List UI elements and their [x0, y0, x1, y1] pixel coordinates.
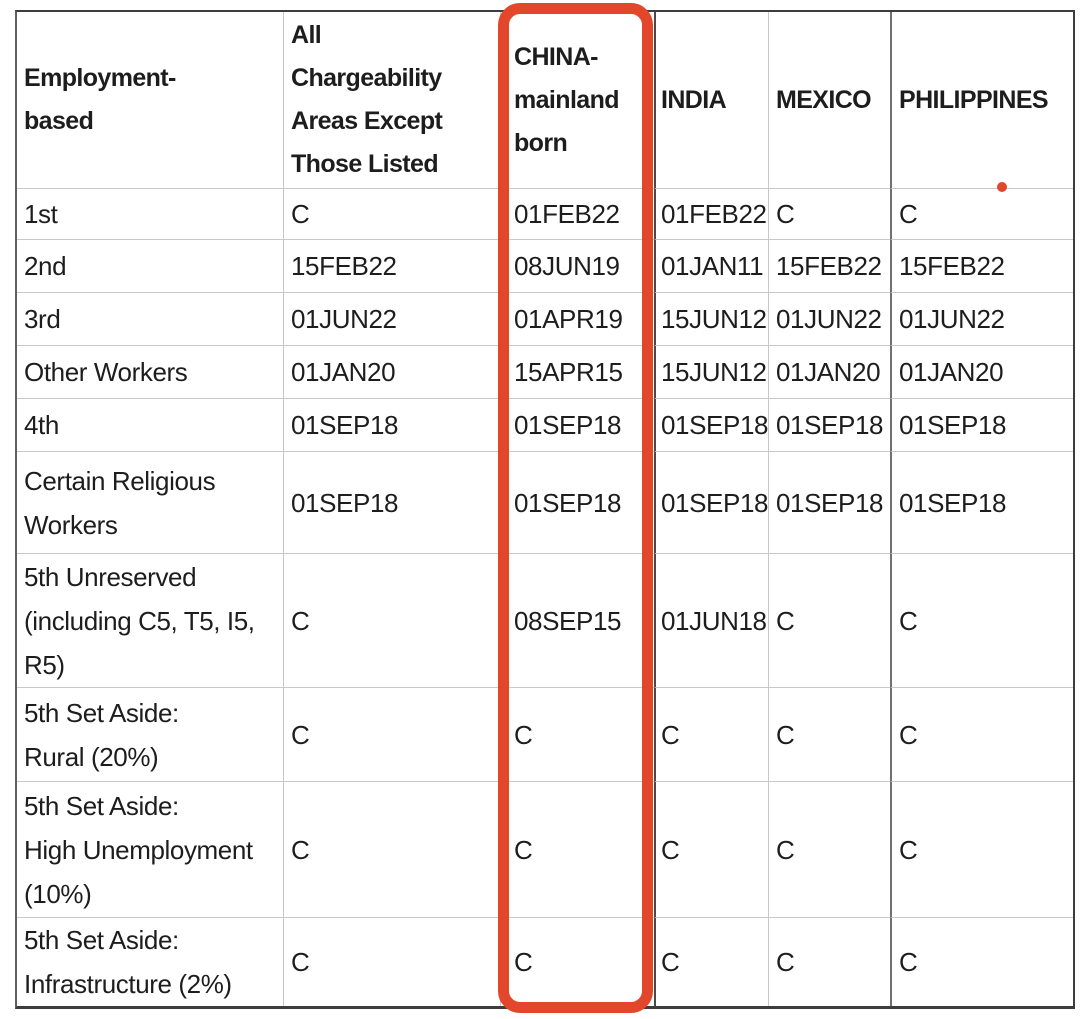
cell-value: 01FEB22 [654, 188, 768, 239]
cell-value: C [890, 188, 1073, 239]
cell-value: 15FEB22 [283, 239, 500, 292]
row-label-5th-set-aside-infrastructure: 5th Set Aside: Infrastructure (2%) [17, 917, 283, 1006]
cell-value: C [654, 687, 768, 781]
cell-value: C [283, 188, 500, 239]
cell-value: 01SEP18 [283, 451, 500, 553]
row-label-other-workers: Other Workers [17, 345, 283, 398]
highlight-dot-marker [997, 182, 1007, 192]
cell-value: C [768, 188, 890, 239]
cell-value: 01JAN20 [283, 345, 500, 398]
cell-value: 15APR15 [500, 345, 654, 398]
cell-value: C [654, 781, 768, 917]
cell-value: C [768, 553, 890, 687]
cell-value: 01SEP18 [500, 451, 654, 553]
cell-value: 01SEP18 [890, 398, 1073, 451]
row-label-5th-unreserved: 5th Unreserved (including C5, T5, I5, R5… [17, 553, 283, 687]
cell-value: 01SEP18 [768, 398, 890, 451]
cell-value: C [890, 917, 1073, 1006]
column-header-employment-based: Employment- based [24, 64, 176, 135]
cell-value: 01SEP18 [768, 451, 890, 553]
cell-value: 01APR19 [500, 292, 654, 345]
cell-value: C [890, 553, 1073, 687]
cell-value: C [283, 781, 500, 917]
cell-value: C [768, 781, 890, 917]
column-header-india: INDIA [654, 12, 768, 188]
cell-value: 01JUN18 [654, 553, 768, 687]
cell-value: 01JAN11 [654, 239, 768, 292]
cell-value: 01FEB22 [500, 188, 654, 239]
cell-value: 15JUN12 [654, 345, 768, 398]
cell-value: 01SEP18 [654, 398, 768, 451]
cell-value: 01JAN20 [890, 345, 1073, 398]
cell-value: C [500, 917, 654, 1006]
row-label-certain-religious-workers: Certain Religious Workers [17, 451, 283, 553]
cell-value: 01JUN22 [768, 292, 890, 345]
cell-value: 01SEP18 [500, 398, 654, 451]
cell-value: 01SEP18 [890, 451, 1073, 553]
cell-value: 01JUN22 [890, 292, 1073, 345]
cell-value: 15FEB22 [768, 239, 890, 292]
column-header-philippines: PHILIPPINES [890, 12, 1073, 188]
row-label-3rd: 3rd [17, 292, 283, 345]
row-label-1st: 1st [17, 188, 283, 239]
cell-value: 01JAN20 [768, 345, 890, 398]
cell-value: C [283, 917, 500, 1006]
column-header-mexico: MEXICO [768, 12, 890, 188]
cell-value: 08JUN19 [500, 239, 654, 292]
cell-value: 15JUN12 [654, 292, 768, 345]
cell-value: C [500, 781, 654, 917]
cell-value: 01SEP18 [654, 451, 768, 553]
cell-value: C [500, 687, 654, 781]
cell-value: C [283, 553, 500, 687]
cell-value: C [768, 687, 890, 781]
cell-value: C [768, 917, 890, 1006]
row-label-2nd: 2nd [17, 239, 283, 292]
cell-value: 08SEP15 [500, 553, 654, 687]
row-label-5th-set-aside-rural: 5th Set Aside: Rural (20%) [17, 687, 283, 781]
row-label-5th-set-aside-high-unemployment: 5th Set Aside: High Unemployment (10%) [17, 781, 283, 917]
cell-value: C [890, 781, 1073, 917]
visa-bulletin-employment-table: Employment- based All Chargeability Area… [15, 10, 1075, 1009]
cell-value: 01JUN22 [283, 292, 500, 345]
cell-value: C [890, 687, 1073, 781]
column-header-china-mainland-born: CHINA- mainland born [500, 12, 654, 188]
cell-value: C [654, 917, 768, 1006]
cell-value: 15FEB22 [890, 239, 1073, 292]
cell-value: 01SEP18 [283, 398, 500, 451]
row-label-4th: 4th [17, 398, 283, 451]
cell-value: C [283, 687, 500, 781]
column-header-all-chargeability: All Chargeability Areas Except Those Lis… [283, 12, 500, 188]
